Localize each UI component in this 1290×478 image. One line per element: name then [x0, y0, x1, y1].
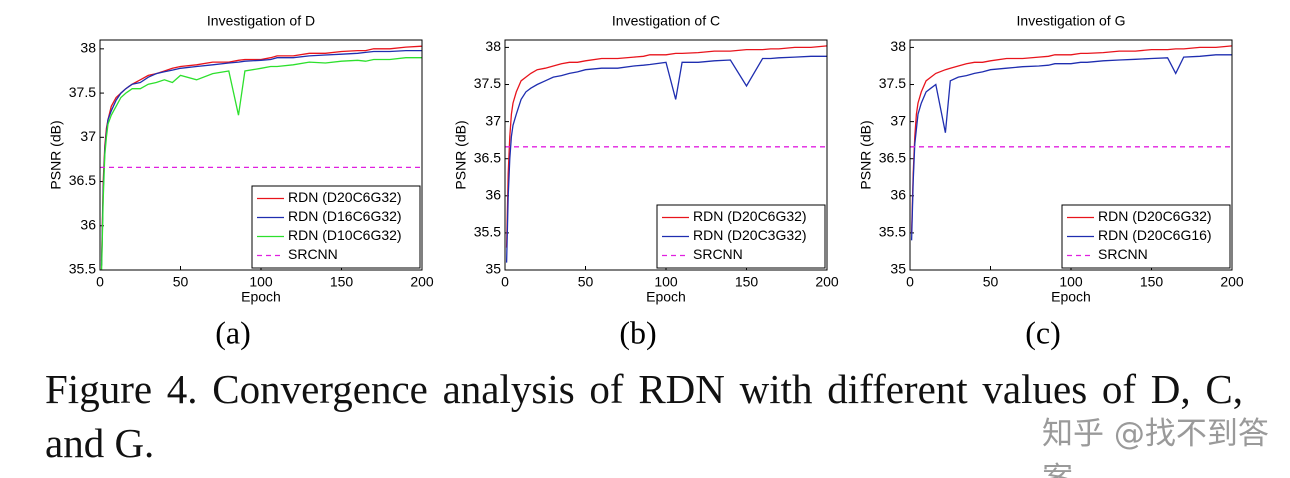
x-tick-label: 150 [330, 274, 354, 290]
x-tick-label: 0 [96, 274, 104, 290]
x-tick-label: 200 [815, 274, 839, 290]
legend-label: RDN (D16C6G32) [288, 208, 402, 224]
series-line [100, 57, 422, 271]
legend-label: RDN (D20C6G32) [693, 208, 807, 224]
legend-label: RDN (D20C3G32) [693, 227, 807, 243]
series-line [100, 49, 422, 266]
y-tick-label: 37 [485, 112, 501, 128]
series-line [910, 45, 1233, 233]
legend-label: RDN (D10C6G32) [288, 227, 402, 243]
watermark: 知乎 @找不到答案 [1042, 416, 1269, 478]
x-tick-label: 50 [578, 274, 594, 290]
y-axis-label: PSNR (dB) [48, 120, 64, 189]
x-tick-label: 0 [501, 274, 509, 290]
y-axis-label: PSNR (dB) [858, 120, 874, 189]
x-tick-label: 150 [1140, 274, 1164, 290]
y-tick-label: 35 [485, 261, 501, 277]
y-tick-label: 36 [80, 216, 96, 232]
x-tick-label: 200 [1220, 274, 1244, 290]
x-tick-label: 200 [410, 274, 434, 290]
y-axis-label: PSNR (dB) [453, 120, 469, 189]
y-tick-label: 37 [890, 112, 906, 128]
y-tick-label: 37.5 [69, 84, 96, 100]
x-axis-label: Epoch [241, 289, 281, 305]
y-tick-label: 35.5 [69, 261, 96, 277]
y-tick-label: 36 [890, 187, 906, 203]
y-tick-label: 38 [485, 38, 501, 54]
x-tick-label: 100 [654, 274, 678, 290]
chart-title: Investigation of G [1017, 13, 1126, 29]
x-tick-label: 50 [173, 274, 189, 290]
plot-frame [99, 39, 423, 271]
subfigure-label: (a) [215, 314, 251, 350]
y-tick-label: 36.5 [474, 149, 501, 165]
series-line [505, 45, 828, 248]
series-line [910, 54, 1232, 241]
x-tick-label: 150 [735, 274, 759, 290]
legend-box [251, 185, 421, 269]
y-tick-label: 35.5 [879, 224, 906, 240]
chart-title: Investigation of C [612, 13, 720, 29]
legend-label: RDN (D20C6G16) [1098, 227, 1212, 243]
legend-label: SRCNN [693, 246, 743, 262]
x-tick-label: 50 [983, 274, 999, 290]
legend-label: RDN (D20C6G32) [1098, 208, 1212, 224]
caption: Figure 4. Convergence analysis of RDN wi… [45, 366, 1243, 466]
x-tick-label: 0 [906, 274, 914, 290]
plot-frame [909, 39, 1233, 271]
legend-label: SRCNN [1098, 246, 1148, 262]
y-tick-label: 35 [890, 261, 906, 277]
x-axis-label: Epoch [646, 289, 686, 305]
subfigure-label: (c) [1025, 314, 1061, 350]
y-tick-label: 37.5 [879, 75, 906, 91]
y-tick-label: 37 [80, 128, 96, 144]
x-axis-label: Epoch [1051, 289, 1091, 305]
y-tick-label: 36.5 [879, 149, 906, 165]
y-tick-label: 36.5 [69, 172, 96, 188]
plot-frame [504, 39, 828, 271]
legend-label: SRCNN [288, 246, 338, 262]
x-tick-label: 100 [249, 274, 273, 290]
series-line [505, 55, 827, 263]
x-tick-label: 100 [1059, 274, 1083, 290]
y-tick-label: 38 [890, 38, 906, 54]
y-tick-label: 35.5 [474, 224, 501, 240]
y-tick-label: 37.5 [474, 75, 501, 91]
y-tick-label: 36 [485, 187, 501, 203]
chart-title: Investigation of D [207, 13, 315, 29]
series-line [100, 45, 423, 262]
legend-label: RDN (D20C6G32) [288, 189, 402, 205]
y-tick-label: 38 [80, 40, 96, 56]
figure: Investigation of D Epoch PSNR (dB) (a) 0 50 10… [48, 13, 1244, 351]
subfigure-label: (b) [619, 314, 656, 350]
